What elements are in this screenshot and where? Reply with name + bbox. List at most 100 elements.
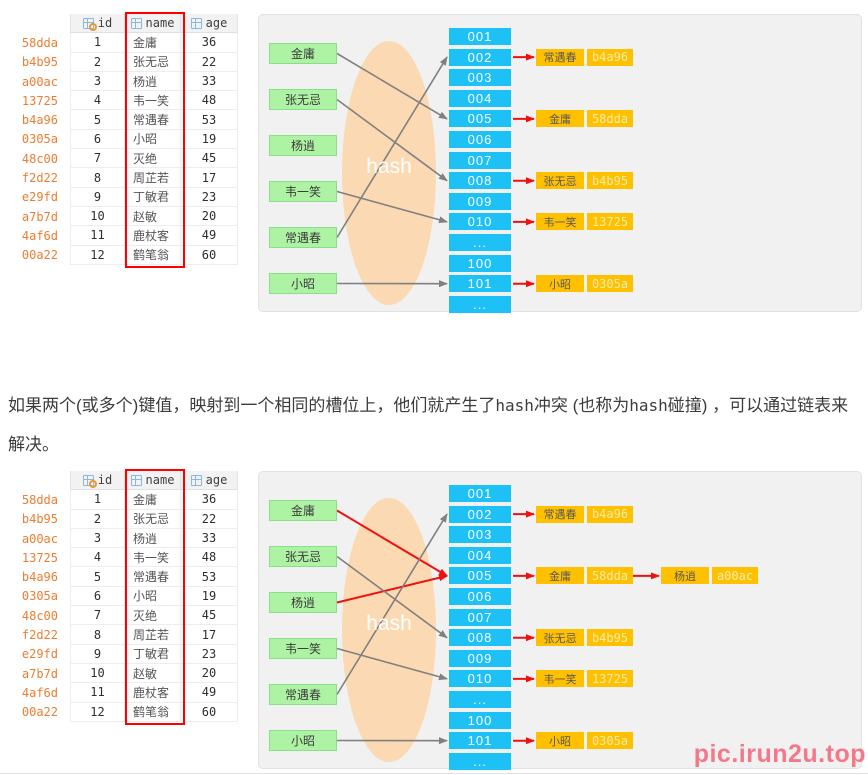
- cell-age: 45: [181, 149, 238, 169]
- cell-name: 鹿杖客: [125, 226, 181, 246]
- cell-age: 23: [181, 644, 238, 664]
- cell-age: 48: [181, 548, 238, 568]
- cell-name: 金庸: [125, 33, 181, 53]
- hash-value: a00ac: [21, 74, 58, 89]
- cell-id: 11: [70, 226, 125, 246]
- column-header-name: name: [125, 471, 181, 491]
- cell-id: 5: [70, 110, 125, 130]
- key-box: 张无忌: [269, 546, 337, 567]
- column-header-id: id: [70, 471, 125, 491]
- hash-value: 00a22: [21, 248, 58, 263]
- cell-id: 4: [70, 548, 125, 568]
- bucket-name-box: 金庸: [536, 110, 584, 128]
- result-table-2: id name age 58dda 1 金庸 36 b4b95 2 张无忌 22 a00ac 3 杨逍 33…: [2, 469, 238, 725]
- cell-age: 23: [181, 187, 238, 207]
- key-grid-icon: [82, 17, 97, 31]
- cell-age: 36: [181, 490, 238, 510]
- cell-id: 12: [70, 702, 125, 722]
- cell-name: 杨逍: [125, 528, 181, 549]
- hash-value: e29fd: [21, 190, 58, 205]
- hash-value: 13725: [21, 93, 58, 108]
- hash-value: e29fd: [21, 647, 58, 662]
- slot-cell: 003: [449, 526, 511, 544]
- cell-name: 鹤笔翁: [125, 702, 181, 722]
- hash-value: b4b95: [21, 55, 58, 70]
- cell-age: 49: [181, 683, 238, 703]
- hash-value: 58dda: [21, 35, 58, 50]
- grid-icon: [130, 17, 142, 29]
- cell-age: 48: [181, 91, 238, 111]
- cell-id: 6: [70, 586, 125, 607]
- cell-name: 常遇春: [125, 567, 181, 587]
- bucket-name-box: 小昭: [536, 275, 584, 293]
- cell-name: 韦一笑: [125, 91, 181, 111]
- cell-id: 9: [70, 187, 125, 207]
- cell-id: 7: [70, 149, 125, 169]
- bucket-hash-box: b4b95: [587, 172, 633, 190]
- hash-column-header: [2, 14, 70, 33]
- hash-value: 4af6d: [21, 228, 58, 243]
- paragraph-text: 碰撞) ，可以通过链表来解决。: [8, 396, 849, 454]
- column-header-label: id: [97, 16, 113, 31]
- cell-age: 19: [181, 129, 238, 150]
- cell-name: 韦一笑: [125, 548, 181, 568]
- cell-id: 7: [70, 606, 125, 626]
- bucket-hash-box: 13725: [587, 670, 633, 688]
- column-header-label: name: [145, 473, 175, 488]
- cell-age: 20: [181, 206, 238, 227]
- cell-age: 19: [181, 586, 238, 607]
- key-box: 韦一笑: [269, 181, 337, 202]
- slot-cell: 005: [449, 110, 511, 128]
- slot-cell: 010: [449, 213, 511, 231]
- slot-cell: 007: [449, 151, 511, 169]
- cell-id: 11: [70, 683, 125, 703]
- cell-name: 丁敏君: [125, 644, 181, 664]
- cell-age: 60: [181, 702, 238, 722]
- slot-cell: 010: [449, 670, 511, 688]
- bucket-hash-box: 0305a: [587, 275, 633, 293]
- cell-id: 5: [70, 567, 125, 587]
- hash-funnel: [342, 41, 436, 305]
- hash-value: 13725: [21, 550, 58, 565]
- hash-value: 48c00: [21, 151, 58, 166]
- key-box: 常遇春: [269, 227, 337, 248]
- cell-age: 20: [181, 663, 238, 684]
- column-header-id: id: [70, 14, 125, 34]
- hash-value: a7b7d: [21, 666, 58, 681]
- hash-value: a7b7d: [21, 209, 58, 224]
- slot-cell: 004: [449, 89, 511, 107]
- grid-icon: [190, 474, 202, 486]
- cell-age: 17: [181, 625, 238, 645]
- cell-id: 10: [70, 206, 125, 227]
- cell-id: 4: [70, 91, 125, 111]
- cell-name: 赵敏: [125, 663, 181, 684]
- bucket-name-box: 常遇春: [536, 505, 584, 523]
- diagram-arrows-layer: [336, 498, 660, 762]
- hash-value: b4a96: [21, 113, 58, 128]
- key-icon: [88, 22, 97, 31]
- key-grid-icon: [82, 474, 97, 488]
- key-box: 杨逍: [269, 135, 337, 156]
- paragraph-text: 冲突 (也称为: [533, 396, 630, 415]
- bucket-hash-box: b4a96: [587, 48, 633, 66]
- cell-name: 小昭: [125, 586, 181, 607]
- hash-value: 4af6d: [21, 685, 58, 700]
- paragraph: 如果两个(或多个)键值，映射到一个相同的槽位上，他们就产生了hash冲突 (也称…: [8, 386, 860, 464]
- cell-id: 2: [70, 52, 125, 72]
- hash-value: 58dda: [21, 492, 58, 507]
- cell-age: 36: [181, 33, 238, 53]
- bucket-name-box: 韦一笑: [536, 213, 584, 231]
- cell-age: 45: [181, 606, 238, 626]
- slot-cell: 006: [449, 131, 511, 148]
- cell-name: 小昭: [125, 129, 181, 150]
- bucket-hash-box: 58dda: [587, 567, 633, 585]
- slot-cell: ...: [449, 752, 511, 770]
- grid-icon: [190, 17, 202, 29]
- slot-cell: 006: [449, 588, 511, 605]
- slot-cell: 001: [449, 485, 511, 502]
- bucket-hash-box: 13725: [587, 213, 633, 231]
- hash-value: b4a96: [21, 570, 58, 585]
- page-bottom-border: [0, 773, 868, 774]
- hash-funnel: [342, 498, 436, 762]
